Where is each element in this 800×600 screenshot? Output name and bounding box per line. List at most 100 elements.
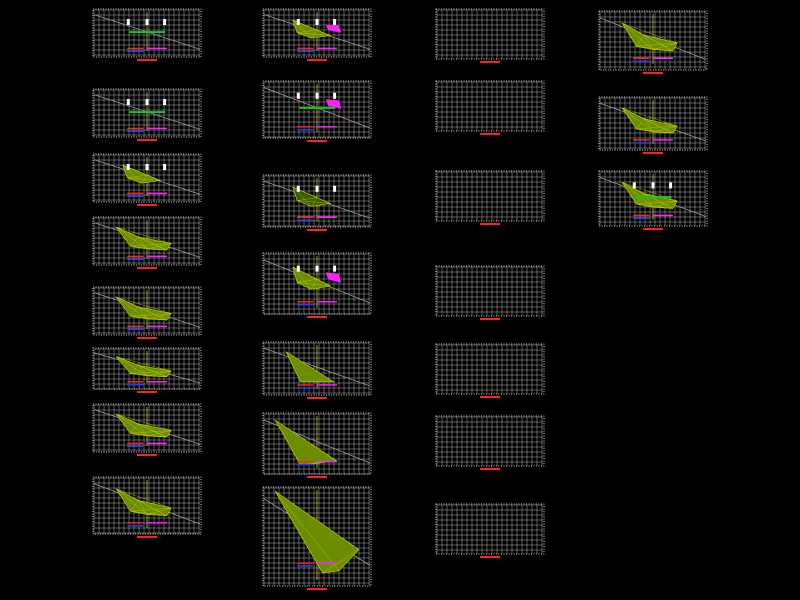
legend-bar [127,325,144,328]
station-post [632,182,636,189]
section-frame [262,174,372,233]
title-bar [643,152,663,154]
legend-bar [127,255,144,258]
legend-bar [633,217,650,220]
legend-bar [127,130,144,133]
section-frame [92,216,202,271]
legend-bar [127,195,144,198]
section-svg [435,343,545,398]
section-svg [435,265,545,320]
hatch [116,296,172,321]
grid-border [435,80,545,132]
section-svg [92,216,202,269]
title-bar [137,536,157,538]
section-frame [262,412,372,480]
legend-bar [633,142,650,144]
station-post [126,164,130,170]
station-post [296,92,300,99]
title-bar [137,337,157,339]
legend-bar [653,57,673,60]
section-svg [262,8,372,61]
legend-bar [147,522,167,524]
title-bar [137,267,157,269]
title-bar [137,139,157,141]
legend-bar [147,192,167,195]
grid-border [598,170,708,227]
legend-bar [147,127,167,130]
grid-border [435,8,545,60]
station-post [296,185,300,192]
section-frame [262,252,372,320]
section-svg [92,286,202,339]
legend-bar [127,381,144,383]
legend-bar [633,57,650,60]
section-frame [435,8,545,65]
legend-bar [147,442,167,445]
grid-border [435,503,545,555]
legend-bar [297,565,314,567]
section-frame [92,8,202,63]
highlight-area [325,272,342,283]
section-frame [435,343,545,400]
grid [93,477,200,534]
section-svg [262,412,372,478]
grid-border [92,153,202,203]
section-svg [598,96,708,154]
legend-bar [127,442,144,445]
section-frame [262,80,372,144]
title-bar [480,318,500,320]
station-post [315,185,319,192]
hatch [116,226,172,251]
hatch [116,356,172,377]
title-bar [480,556,500,558]
section-frame [435,80,545,137]
grid-border [598,96,708,151]
hatch [286,351,301,382]
grid-border [435,415,545,467]
legend-bar [127,445,144,448]
legend-bar [297,460,314,463]
title-bar [643,228,663,230]
grid-border [435,170,545,222]
grid [436,81,543,131]
title-bar [307,397,327,399]
station-post [333,265,337,272]
hatch [116,413,172,438]
station-post [145,164,149,170]
legend-bar [297,562,314,564]
legend-bar [297,463,314,466]
station-post [333,92,337,99]
station-post [296,265,300,272]
grid-border [92,216,202,266]
grid-border [435,343,545,395]
section-frame [262,341,372,401]
section-svg [262,174,372,231]
grid [436,266,543,316]
title-bar [307,476,327,478]
section-svg [435,503,545,558]
legend-bar [317,216,337,218]
section-frame [435,265,545,322]
legend-bar [635,196,672,199]
station-post [126,19,130,25]
legend-bar [317,47,337,50]
title-bar [480,223,500,225]
grid-border [92,403,202,453]
legend-bar [297,129,314,131]
section-svg [435,80,545,135]
legend-bar [127,328,144,331]
legend-bar [317,562,337,564]
station-post [333,19,337,25]
legend-bar [127,192,144,195]
grid [436,171,543,221]
station-post [145,19,149,25]
grid-border [92,286,202,336]
section-svg [262,252,372,318]
legend-bar [129,111,166,114]
grid [436,504,543,554]
title-bar [307,588,327,590]
hatch [116,488,172,516]
legend-bar [129,31,166,34]
station-post [163,164,167,170]
section-frame [598,170,708,232]
